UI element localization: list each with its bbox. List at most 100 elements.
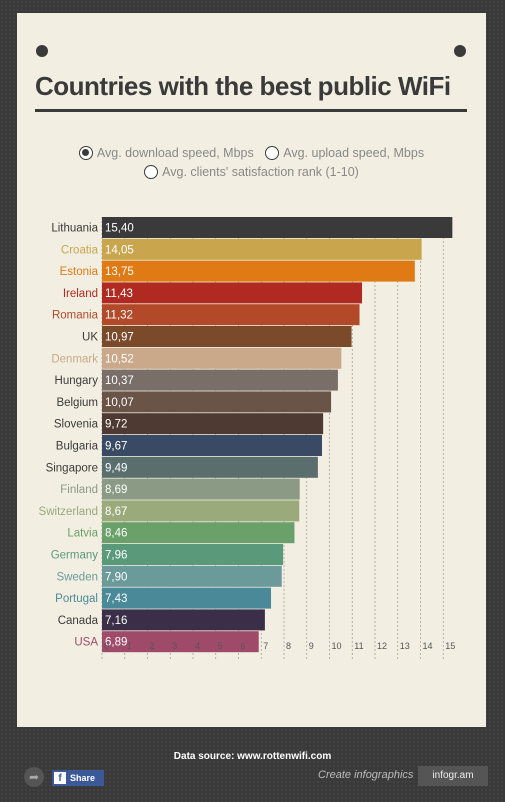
option-label: Avg. clients' satisfaction rank (1-10) <box>162 165 359 179</box>
value-label: 10,07 <box>105 397 134 409</box>
metric-options-row-2: Avg. clients' satisfaction rank (1-10) <box>17 165 486 182</box>
bar[interactable] <box>102 456 318 478</box>
category-label: UK <box>82 332 98 344</box>
metric-options-row-1: Avg. download speed, Mbps Avg. upload sp… <box>17 146 486 163</box>
option-satisfaction-rank[interactable]: Avg. clients' satisfaction rank (1-10) <box>144 165 359 179</box>
x-tick-label: 1 <box>127 641 132 651</box>
bar[interactable] <box>102 304 360 326</box>
x-tick-label: 5 <box>218 641 223 651</box>
category-label: Lithuania <box>51 223 98 235</box>
data-source-note: Data source: www.rottenwifi.com <box>173 751 332 762</box>
x-tick-label: 2 <box>150 641 155 651</box>
category-label: USA <box>74 637 98 649</box>
bar[interactable] <box>102 500 300 522</box>
value-label: 7,96 <box>105 550 127 562</box>
bar[interactable] <box>102 326 352 347</box>
bar[interactable] <box>102 413 324 435</box>
value-label: 9,72 <box>105 419 127 431</box>
bar[interactable] <box>102 609 265 631</box>
value-label: 7,16 <box>105 615 127 627</box>
bar[interactable] <box>102 391 332 413</box>
radio-selected-icon <box>78 146 93 160</box>
bar[interactable] <box>102 369 338 391</box>
value-label: 8,69 <box>105 484 127 496</box>
radio-icon <box>144 165 159 179</box>
value-label: 14,05 <box>105 244 134 256</box>
title-underline <box>35 109 467 112</box>
option-upload-speed[interactable]: Avg. upload speed, Mbps <box>265 146 424 160</box>
infographic-card: Countries with the best public WiFi Avg.… <box>17 13 486 727</box>
category-label: Hungary <box>55 375 99 387</box>
x-tick-label: 10 <box>332 641 342 651</box>
value-label: 11,32 <box>105 310 133 322</box>
bar-chart: Lithuania 15,40 Croatia 14,05 Estonia 13,75 Ir… <box>39 217 455 661</box>
x-tick-label: 9 <box>309 641 314 651</box>
x-tick-label: 0 <box>104 641 109 651</box>
category-label: Denmark <box>51 353 98 365</box>
category-label: Croatia <box>61 244 99 256</box>
value-label: 6,89 <box>105 637 127 649</box>
x-tick-label: 12 <box>377 641 387 651</box>
category-label: Romania <box>52 310 99 322</box>
bar[interactable] <box>102 522 295 544</box>
value-label: 10,52 <box>105 353 134 365</box>
share-arrow-icon[interactable]: ➦ <box>24 767 44 787</box>
x-tick-label: 11 <box>354 641 363 651</box>
value-label: 9,49 <box>105 462 127 474</box>
create-infographics-link[interactable]: Create infographics <box>318 769 414 781</box>
bar[interactable] <box>102 565 282 587</box>
value-label: 9,67 <box>105 441 127 453</box>
value-label: 15,40 <box>105 223 134 235</box>
x-tick-label: 13 <box>400 641 410 651</box>
option-label: Avg. upload speed, Mbps <box>283 146 425 160</box>
category-label: Ireland <box>63 288 98 300</box>
chart-title: Countries with the best public WiFi <box>35 71 451 101</box>
category-label: Canada <box>58 615 99 627</box>
share-label: Share <box>70 773 96 783</box>
category-label: Germany <box>51 550 99 562</box>
x-tick-label: 15 <box>445 641 455 651</box>
value-label: 11,43 <box>105 288 133 300</box>
x-tick-label: 14 <box>423 641 433 651</box>
value-label: 8,67 <box>105 506 127 518</box>
x-tick-label: 3 <box>172 641 177 651</box>
bar[interactable] <box>102 587 272 609</box>
facebook-icon: f <box>54 772 66 784</box>
option-label: Avg. download speed, Mbps <box>96 146 254 160</box>
x-tick-label: 6 <box>241 641 246 651</box>
category-label: Slovenia <box>54 419 99 431</box>
bar[interactable] <box>102 631 259 653</box>
value-label: 8,46 <box>105 528 127 540</box>
facebook-share-button[interactable]: f Share <box>52 770 104 786</box>
bar[interactable] <box>102 435 322 456</box>
value-label: 10,37 <box>105 375 134 387</box>
value-label: 7,90 <box>105 571 127 583</box>
value-label: 10,97 <box>105 332 134 344</box>
x-tick-label: 7 <box>263 641 268 651</box>
pin-right-icon <box>454 45 466 57</box>
bar[interactable] <box>102 478 300 500</box>
bar[interactable] <box>102 544 284 565</box>
category-label: Portugal <box>55 593 98 605</box>
option-download-speed[interactable]: Avg. download speed, Mbps <box>78 146 254 160</box>
radio-icon <box>265 146 280 160</box>
category-label: Belgium <box>56 397 98 409</box>
category-label: Singapore <box>46 462 98 474</box>
x-tick-label: 8 <box>286 641 291 651</box>
category-label: Latvia <box>67 528 98 540</box>
category-label: Switzerland <box>39 506 98 518</box>
bar[interactable] <box>102 347 342 369</box>
pin-left-icon <box>36 45 48 57</box>
category-label: Estonia <box>60 266 99 278</box>
bar[interactable] <box>102 282 363 304</box>
category-label: Bulgaria <box>56 441 99 453</box>
infogram-logo[interactable]: infogr.am <box>418 766 488 786</box>
bar[interactable] <box>102 260 415 282</box>
value-label: 7,43 <box>105 593 127 605</box>
bar[interactable] <box>102 217 453 238</box>
category-label: Finland <box>60 484 98 496</box>
bar[interactable] <box>102 238 422 260</box>
x-tick-label: 4 <box>195 641 200 651</box>
category-label: Sweden <box>56 571 98 583</box>
value-label: 13,75 <box>105 266 134 278</box>
